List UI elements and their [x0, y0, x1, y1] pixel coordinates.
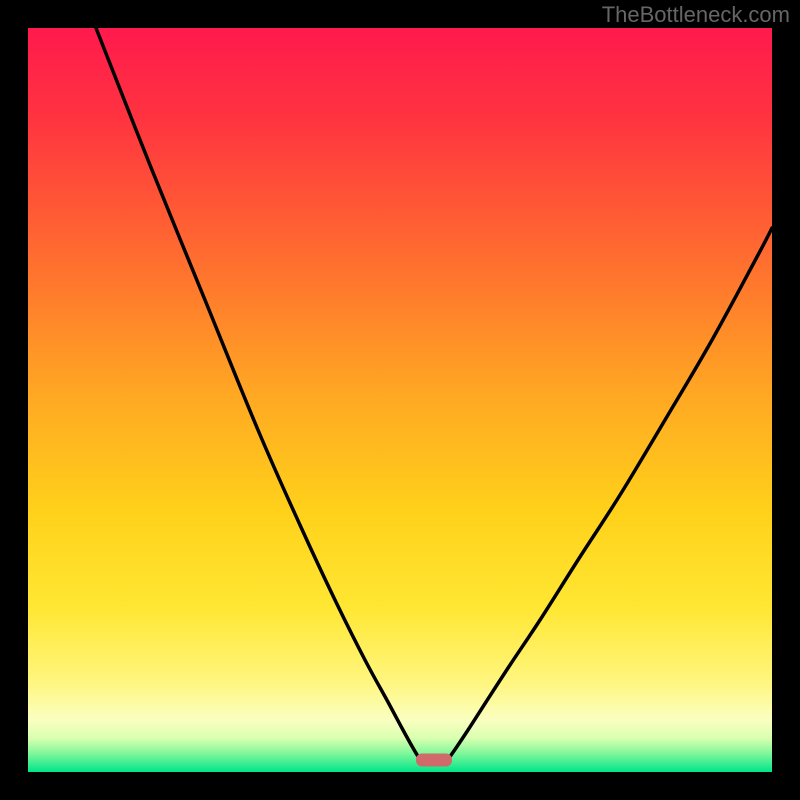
bottleneck-chart [0, 0, 800, 800]
watermark-text: TheBottleneck.com [602, 2, 790, 28]
bottleneck-marker [416, 754, 452, 767]
chart-stage: TheBottleneck.com [0, 0, 800, 800]
